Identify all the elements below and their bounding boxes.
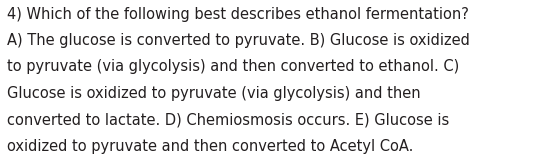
- Text: to pyruvate (via glycolysis) and then converted to ethanol. C): to pyruvate (via glycolysis) and then co…: [7, 59, 459, 74]
- Text: 4) Which of the following best describes ethanol fermentation?: 4) Which of the following best describes…: [7, 7, 469, 22]
- Text: Glucose is oxidized to pyruvate (via glycolysis) and then: Glucose is oxidized to pyruvate (via gly…: [7, 86, 420, 101]
- Text: oxidized to pyruvate and then converted to Acetyl CoA.: oxidized to pyruvate and then converted …: [7, 139, 413, 154]
- Text: A) The glucose is converted to pyruvate. B) Glucose is oxidized: A) The glucose is converted to pyruvate.…: [7, 33, 470, 48]
- Text: converted to lactate. D) Chemiosmosis occurs. E) Glucose is: converted to lactate. D) Chemiosmosis oc…: [7, 112, 449, 127]
